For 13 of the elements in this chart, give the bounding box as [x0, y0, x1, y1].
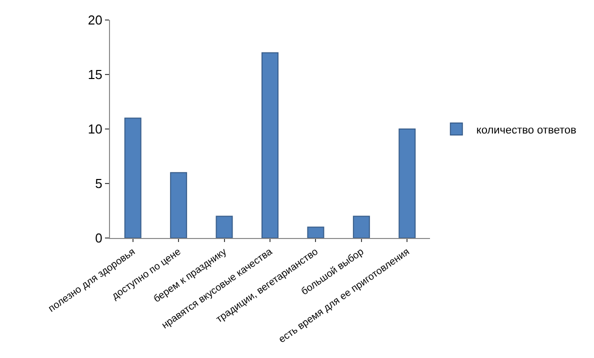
y-tick-label: 15 [88, 67, 102, 82]
bar [262, 52, 278, 238]
bar [124, 118, 142, 238]
bar [398, 128, 416, 238]
y-tick-label: 10 [88, 122, 102, 137]
legend-label: количество ответов [476, 124, 576, 136]
bar [307, 226, 324, 238]
y-tick-label: 5 [95, 176, 102, 192]
y-tick-label: 20 [88, 12, 102, 28]
bar [352, 216, 370, 238]
y-tick-label: 0 [95, 230, 102, 246]
bar [216, 216, 233, 238]
bar [170, 172, 188, 238]
